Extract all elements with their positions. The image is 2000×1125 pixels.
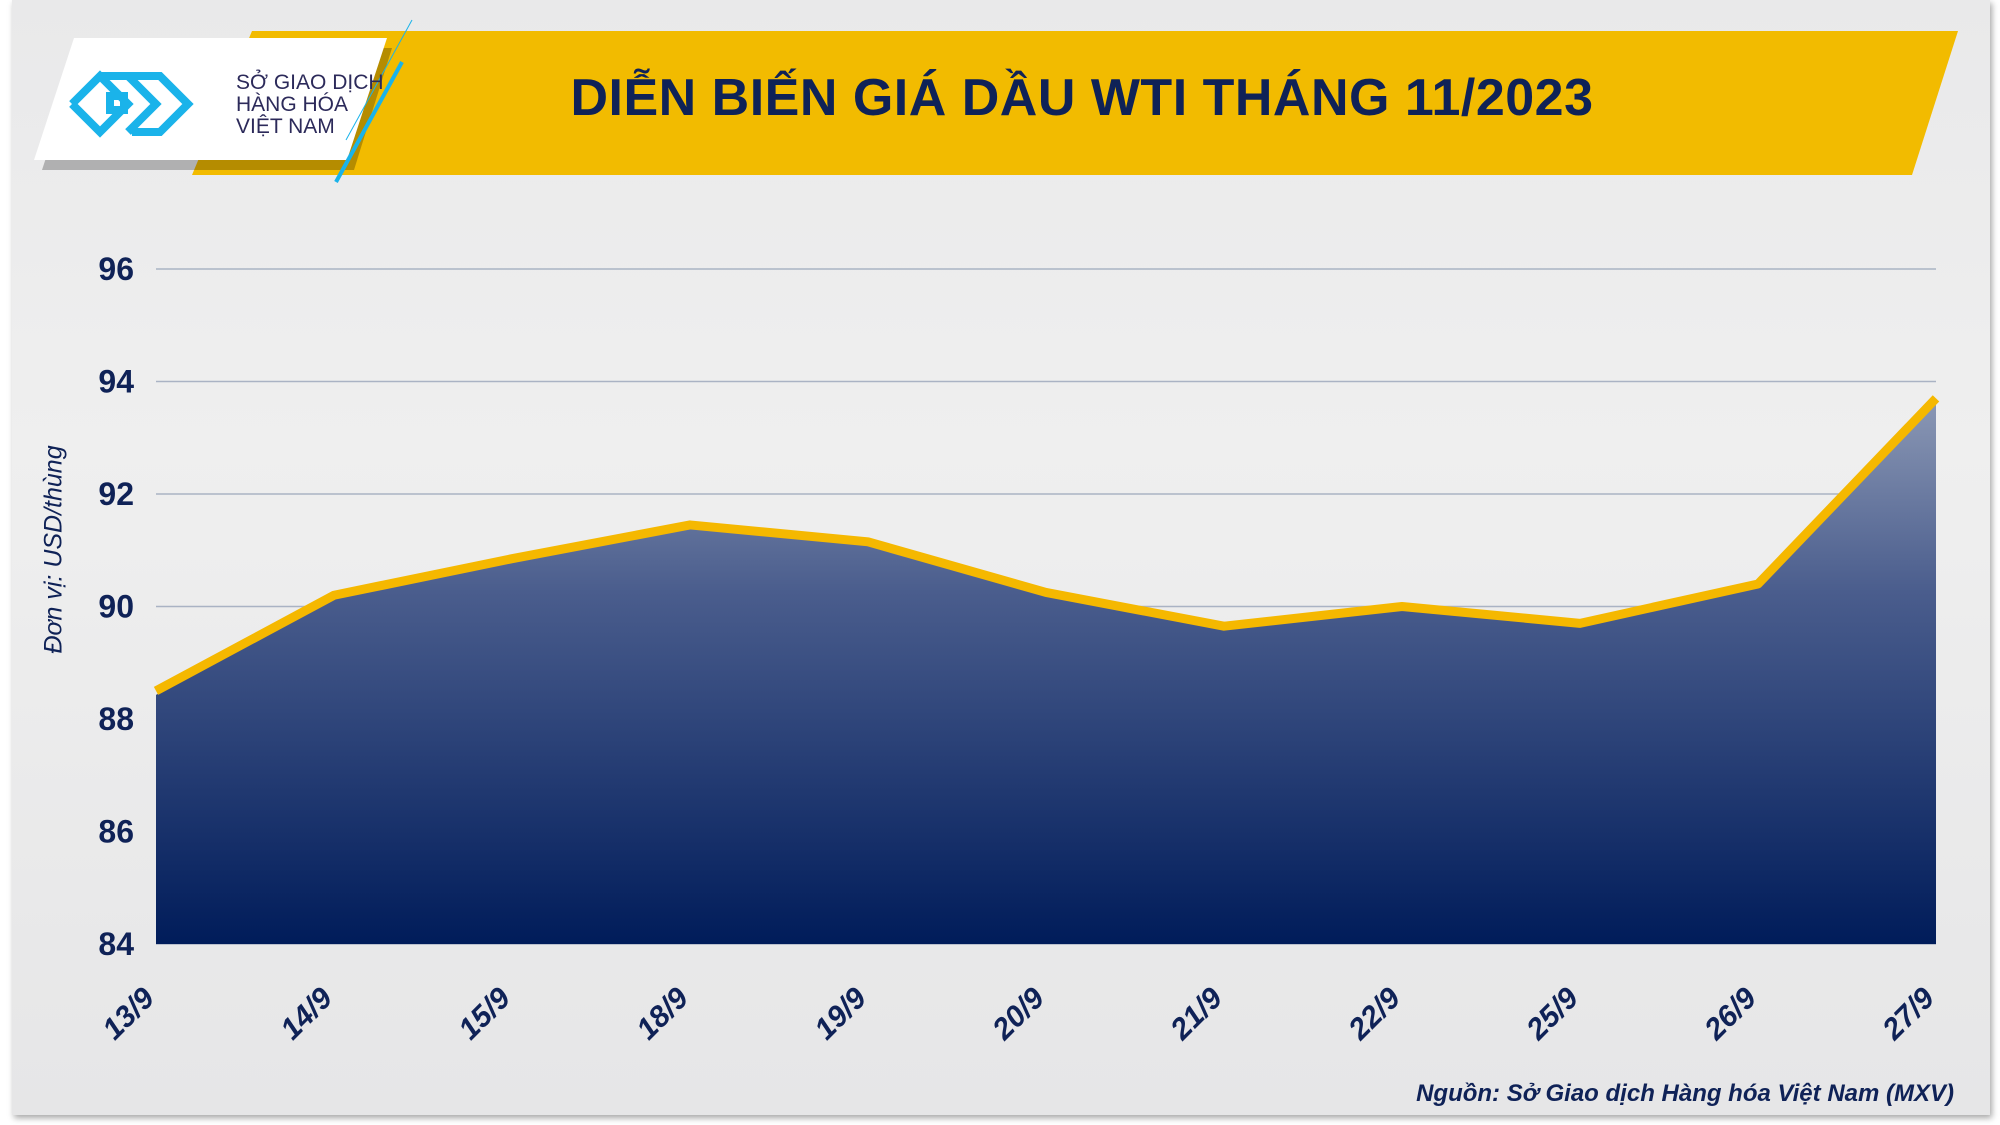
x-tick-label: 15/9 xyxy=(452,981,517,1046)
x-tick-label: 18/9 xyxy=(630,981,695,1046)
price-line xyxy=(153,395,1940,695)
x-tick-label: 14/9 xyxy=(274,981,339,1046)
logo-card xyxy=(34,38,387,160)
logo-accent-line xyxy=(334,61,404,183)
x-tick-label: 25/9 xyxy=(1520,981,1586,1047)
y-tick-label: 92 xyxy=(98,476,134,512)
chart-svg: 84 86 88 90 92 94 96 13/9 14/9 15/9 18/9 19/9 20/9 2… xyxy=(34,19,1958,1047)
y-tick-label: 94 xyxy=(98,364,134,400)
infographic-frame: 84 86 88 90 92 94 96 13/9 14/9 15/9 18/9 19/9 20/9 2… xyxy=(12,0,1990,1115)
source-note: Nguồn: Sở Giao dịch Hàng hóa Việt Nam (M… xyxy=(1416,1080,1954,1107)
x-tick-label: 26/9 xyxy=(1698,981,1764,1047)
logo-icon xyxy=(69,70,194,138)
x-tick-label: 21/9 xyxy=(1164,981,1230,1047)
x-tick-label: 20/9 xyxy=(986,981,1052,1047)
logo-line: SỞ GIAO DỊCH xyxy=(236,71,384,94)
x-tick-label: 22/9 xyxy=(1342,981,1408,1047)
price-area xyxy=(156,402,1936,944)
x-tick-label: 27/9 xyxy=(1876,981,1942,1047)
chart-title: DIỄN BIẾN GIÁ DẦU WTI THÁNG 11/2023 xyxy=(570,69,1594,127)
title-band xyxy=(192,31,1958,175)
y-tick-label: 86 xyxy=(98,814,134,850)
y-axis-label: Đơn vị: USD/thùng xyxy=(39,445,68,654)
y-axis-ticks: 84 86 88 90 92 94 96 xyxy=(98,251,134,962)
logo-accent-thin xyxy=(345,19,413,141)
x-tick-label: 19/9 xyxy=(808,981,873,1046)
logo-line: HÀNG HÓA xyxy=(236,93,349,116)
logo-text: SỞ GIAO DỊCH HÀNG HÓA VIỆT NAM xyxy=(236,72,384,138)
y-tick-label: 84 xyxy=(98,926,134,962)
x-tick-label: 13/9 xyxy=(96,981,161,1046)
y-tick-label: 88 xyxy=(98,701,134,737)
y-tick-label: 90 xyxy=(98,589,134,625)
y-tick-label: 96 xyxy=(98,251,134,287)
logo-line: VIỆT NAM xyxy=(236,115,335,138)
